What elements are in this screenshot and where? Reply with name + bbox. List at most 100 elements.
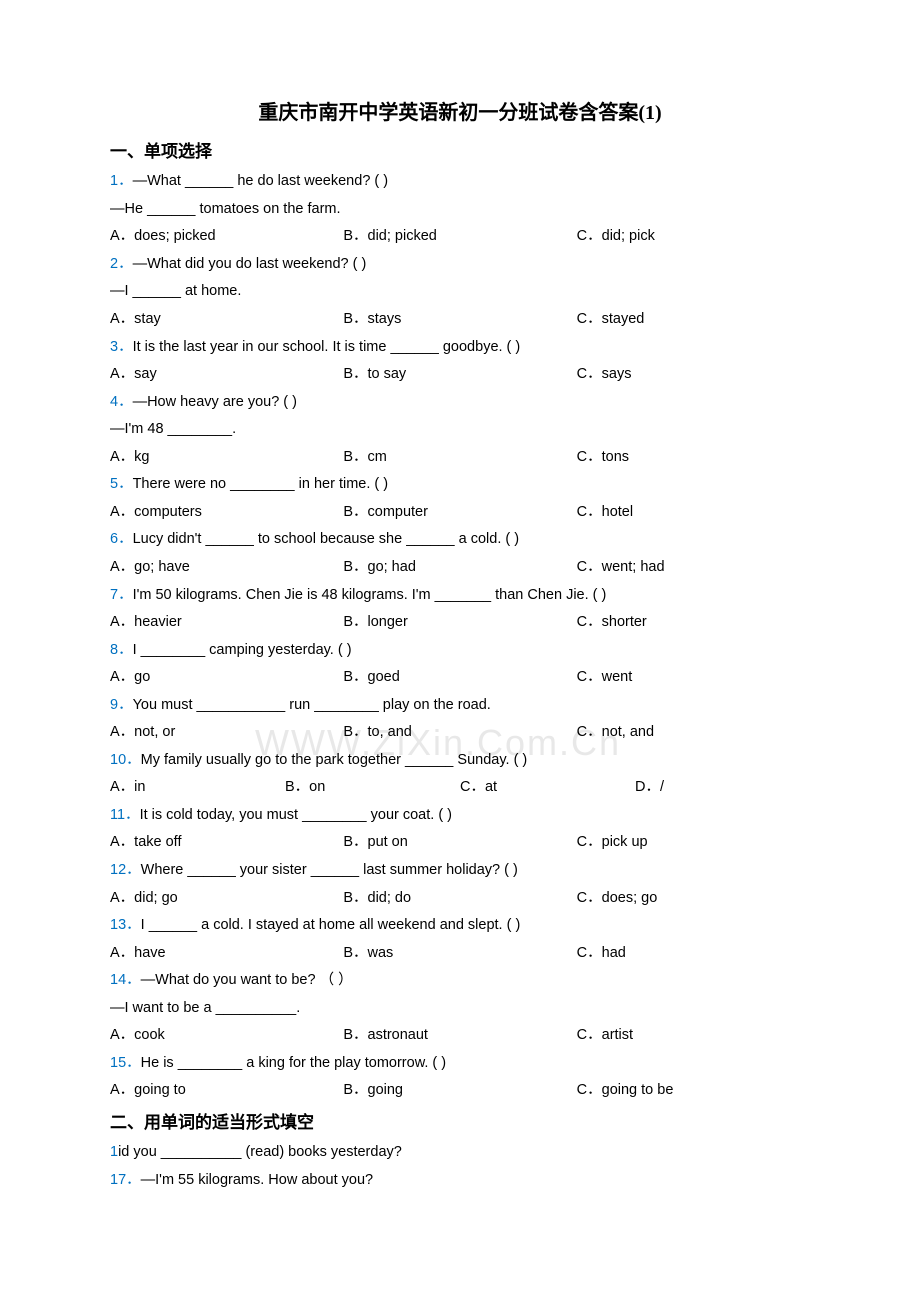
question-13: 13．I ______ a cold. I stayed at home all… (110, 912, 810, 940)
question-text: It is cold today, you must ________ your… (140, 807, 452, 823)
option-a: A．does; picked (110, 223, 343, 251)
option-a: A．stay (110, 306, 343, 334)
option-c: C．artist (577, 1022, 810, 1050)
question-number: 2． (110, 256, 133, 272)
option-c: C．hotel (577, 499, 810, 527)
option-b: B．stays (343, 306, 576, 334)
option-a: A．not, or (110, 719, 343, 747)
question-number: 4． (110, 394, 133, 410)
question-8-options: A．go B．goed C．went (110, 664, 810, 692)
question-14: 14．—What do you want to be? （ ） (110, 967, 810, 995)
question-2: 2．—What did you do last weekend? ( ) (110, 251, 810, 279)
question-text: I'm 50 kilograms. Chen Jie is 48 kilogra… (133, 587, 607, 603)
question-number: 15． (110, 1055, 141, 1071)
question-15-options: A．going to B．going C．going to be (110, 1077, 810, 1105)
option-c: C．going to be (577, 1077, 810, 1105)
option-b: B．go; had (343, 554, 576, 582)
question-text: id you __________ (read) books yesterday… (118, 1144, 402, 1160)
question-number: 7． (110, 587, 133, 603)
question-text: My family usually go to the park togethe… (141, 752, 528, 768)
option-a: A．go; have (110, 554, 343, 582)
option-c: C．pick up (577, 829, 810, 857)
question-17: 17．—I'm 55 kilograms. How about you? (110, 1167, 810, 1195)
option-c: C．does; go (577, 885, 810, 913)
question-number: 3． (110, 339, 133, 355)
option-a: A．say (110, 361, 343, 389)
question-4-line2: —I'm 48 ________. (110, 416, 810, 444)
option-a: A．kg (110, 444, 343, 472)
question-10: 10．My family usually go to the park toge… (110, 747, 810, 775)
option-c: C．did; pick (577, 223, 810, 251)
question-number: 5． (110, 476, 133, 492)
option-c: C．at (460, 774, 635, 802)
question-text: I ______ a cold. I stayed at home all we… (141, 917, 521, 933)
question-8: 8．I ________ camping yesterday. ( ) (110, 637, 810, 665)
question-number: 10． (110, 752, 141, 768)
question-15: 15．He is ________ a king for the play to… (110, 1050, 810, 1078)
document-content: WWW.ZiXin.Com.Cn 重庆市南开中学英语新初一分班试卷含答案(1) … (110, 94, 810, 1194)
question-5: 5．There were no ________ in her time. ( … (110, 471, 810, 499)
option-a: A．heavier (110, 609, 343, 637)
option-c: C．stayed (577, 306, 810, 334)
question-7: 7．I'm 50 kilograms. Chen Jie is 48 kilog… (110, 582, 810, 610)
question-text: There were no ________ in her time. ( ) (133, 476, 389, 492)
option-a: A．go (110, 664, 343, 692)
question-text: You must ___________ run ________ play o… (133, 697, 491, 713)
question-text: Lucy didn't ______ to school because she… (133, 531, 519, 547)
option-a: A．going to (110, 1077, 343, 1105)
option-b: B．goed (343, 664, 576, 692)
question-12-options: A．did; go B．did; do C．does; go (110, 885, 810, 913)
question-text: —What did you do last weekend? ( ) (133, 256, 367, 272)
question-11: 11．It is cold today, you must ________ y… (110, 802, 810, 830)
option-b: B．to say (343, 361, 576, 389)
option-b: B．going (343, 1077, 576, 1105)
option-c: C．went (577, 664, 810, 692)
option-c: C．tons (577, 444, 810, 472)
option-a: A．take off (110, 829, 343, 857)
option-b: B．astronaut (343, 1022, 576, 1050)
option-b: B．was (343, 940, 576, 968)
question-5-options: A．computers B．computer C．hotel (110, 499, 810, 527)
question-6: 6．Lucy didn't ______ to school because s… (110, 526, 810, 554)
question-4: 4．—How heavy are you? ( ) (110, 389, 810, 417)
question-number: 8． (110, 642, 133, 658)
option-c: C．not, and (577, 719, 810, 747)
option-c: C．had (577, 940, 810, 968)
question-13-options: A．have B．was C．had (110, 940, 810, 968)
document-title: 重庆市南开中学英语新初一分班试卷含答案(1) (110, 94, 810, 132)
option-d: D．/ (635, 774, 810, 802)
question-6-options: A．go; have B．go; had C．went; had (110, 554, 810, 582)
question-14-options: A．cook B．astronaut C．artist (110, 1022, 810, 1050)
question-9: 9．You must ___________ run ________ play… (110, 692, 810, 720)
option-b: B．to, and (343, 719, 576, 747)
question-text: —I'm 55 kilograms. How about you? (141, 1172, 373, 1188)
question-number: 1． (110, 173, 133, 189)
question-9-options: A．not, or B．to, and C．not, and (110, 719, 810, 747)
question-4-options: A．kg B．cm C．tons (110, 444, 810, 472)
option-a: A．cook (110, 1022, 343, 1050)
option-c: C．went; had (577, 554, 810, 582)
question-number: 1 (110, 1144, 118, 1160)
question-10-options: A．in B．on C．at D．/ (110, 774, 810, 802)
question-text: Where ______ your sister ______ last sum… (141, 862, 518, 878)
question-2-line2: —I ______ at home. (110, 278, 810, 306)
option-c: C．shorter (577, 609, 810, 637)
question-number: 17． (110, 1172, 141, 1188)
option-b: B．computer (343, 499, 576, 527)
question-2-options: A．stay B．stays C．stayed (110, 306, 810, 334)
question-text: It is the last year in our school. It is… (133, 339, 521, 355)
option-c: C．says (577, 361, 810, 389)
question-number: 14． (110, 972, 141, 988)
section-header-2: 二、用单词的适当形式填空 (110, 1107, 810, 1139)
option-b: B．did; do (343, 885, 576, 913)
question-14-line2: —I want to be a __________. (110, 995, 810, 1023)
question-text: —What ______ he do last weekend? ( ) (133, 173, 389, 189)
option-b: B．on (285, 774, 460, 802)
question-number: 13． (110, 917, 141, 933)
question-3: 3．It is the last year in our school. It … (110, 334, 810, 362)
option-a: A．did; go (110, 885, 343, 913)
question-text: I ________ camping yesterday. ( ) (133, 642, 352, 658)
question-number: 11． (110, 807, 140, 823)
question-1-line2: —He ______ tomatoes on the farm. (110, 196, 810, 224)
question-number: 12． (110, 862, 141, 878)
